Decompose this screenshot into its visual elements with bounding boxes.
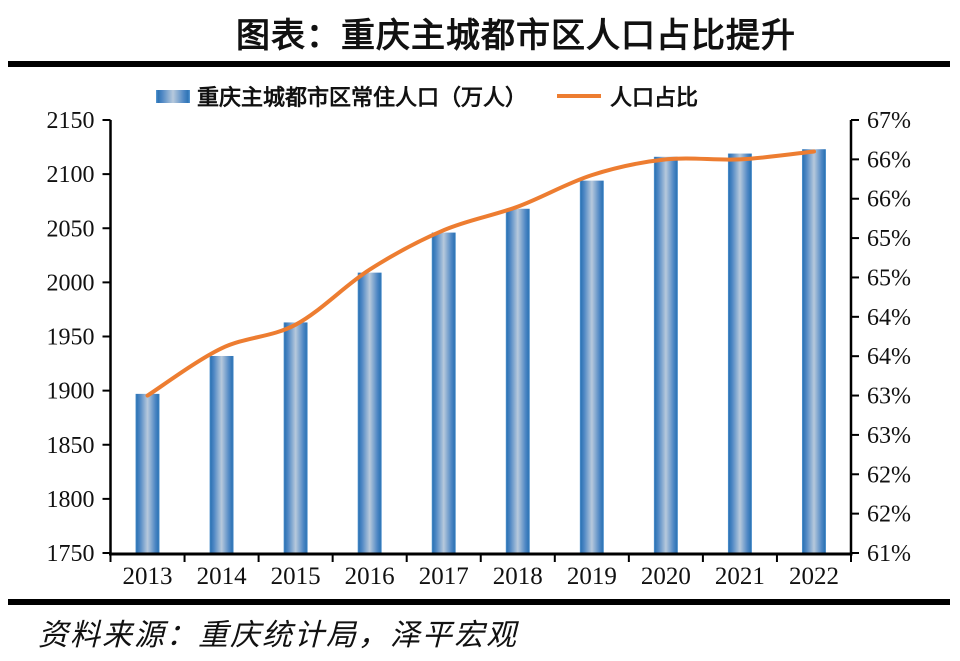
bar-2017 xyxy=(431,232,456,553)
right-axis-tick-label: 64% xyxy=(867,305,911,331)
bar-2021 xyxy=(727,153,752,553)
x-axis-year-label: 2014 xyxy=(197,563,248,590)
top-divider xyxy=(8,61,950,67)
bar-2019 xyxy=(579,180,604,553)
left-axis-tick-label: 1950 xyxy=(47,325,95,351)
legend: 重庆主城都市区常住人口（万人） 人口占比 xyxy=(156,80,698,112)
bar-2022 xyxy=(801,149,826,554)
bar-series-swatch xyxy=(156,89,190,103)
population-share-line xyxy=(145,149,816,398)
x-axis-year-label: 2015 xyxy=(271,563,321,590)
source-note: 资料来源：重庆统计局，泽平宏观 xyxy=(38,619,518,652)
left-axis-tick-label: 2100 xyxy=(47,162,95,188)
line-series-label: 人口占比 xyxy=(610,85,699,110)
bar-series-label: 重庆主城都市区常住人口（万人） xyxy=(197,85,528,110)
right-axis-tick-label: 65% xyxy=(867,265,911,291)
right-axis-tick-label: 64% xyxy=(867,344,911,370)
bar-2014 xyxy=(209,355,234,553)
line-series-swatch xyxy=(557,94,602,98)
left-axis-tick-label: 1750 xyxy=(47,541,95,567)
x-axis-year-label: 2020 xyxy=(641,563,691,590)
left-axis-tick-label: 2050 xyxy=(47,216,95,242)
right-axis-tick-label: 66% xyxy=(867,187,911,213)
x-axis-year-label: 2019 xyxy=(567,563,617,590)
x-axis-year-label: 2017 xyxy=(419,563,469,590)
bottom-divider xyxy=(8,599,950,605)
left-axis-tick-label: 2150 xyxy=(47,108,95,134)
right-axis-tick-label: 67% xyxy=(867,108,911,134)
x-axis-year-label: 2013 xyxy=(123,563,173,590)
bar-2013 xyxy=(135,393,160,553)
x-axis-year-label: 2021 xyxy=(715,563,765,590)
left-axis-tick-label: 1900 xyxy=(47,379,95,405)
right-axis-tick-label: 61% xyxy=(867,541,911,567)
bar-2020 xyxy=(653,156,678,553)
left-axis-tick-label: 2000 xyxy=(47,270,95,296)
x-axis-year-label: 2018 xyxy=(493,563,543,590)
right-axis-tick-label: 66% xyxy=(867,147,911,173)
chart-title: 图表：重庆主城都市区人口占比提升 xyxy=(236,18,796,55)
bar-2015 xyxy=(283,322,308,553)
right-axis-tick-label: 63% xyxy=(867,423,911,449)
bar-2018 xyxy=(505,208,530,553)
left-axis-tick-label: 1800 xyxy=(47,487,95,513)
x-axis-year-label: 2022 xyxy=(789,563,839,590)
right-axis-tick-label: 62% xyxy=(867,462,911,488)
right-axis-tick-label: 63% xyxy=(867,384,911,410)
right-axis-tick-label: 62% xyxy=(867,502,911,528)
bar-2016 xyxy=(357,272,382,553)
x-axis-year-label: 2016 xyxy=(345,563,395,590)
left-axis-tick-label: 1850 xyxy=(47,433,95,459)
right-axis-tick-label: 65% xyxy=(867,226,911,252)
